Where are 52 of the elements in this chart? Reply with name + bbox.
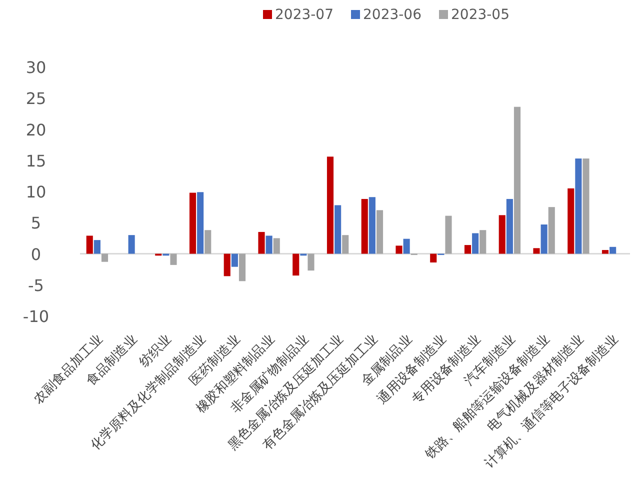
bar [170, 254, 177, 265]
bar [189, 192, 196, 254]
y-tick-label: 15 [26, 151, 46, 170]
bar [94, 240, 100, 254]
legend-label: 2023-05 [451, 7, 510, 23]
bar [498, 215, 506, 254]
bar [540, 224, 548, 254]
bar [342, 235, 349, 254]
bar [258, 232, 265, 254]
bar [273, 238, 280, 254]
bar [326, 156, 334, 254]
bar [86, 236, 93, 254]
legend-label: 2023-07 [275, 7, 334, 23]
bar [568, 188, 574, 254]
bar [292, 254, 300, 276]
bar [204, 230, 212, 254]
bar [308, 254, 314, 271]
y-tick-label: -5 [28, 276, 44, 295]
bar [101, 254, 108, 262]
bar [231, 254, 238, 267]
bar [224, 254, 230, 276]
bar [334, 205, 342, 254]
bar [472, 233, 479, 254]
bar [610, 246, 616, 254]
bar [361, 198, 368, 254]
bar [506, 198, 513, 254]
bar [582, 158, 590, 254]
bar [575, 158, 582, 254]
bar [602, 250, 609, 254]
y-tick-label: 30 [26, 58, 46, 77]
bar [403, 238, 410, 254]
bar [266, 236, 272, 254]
y-tick-label: -10 [22, 307, 50, 326]
bar [368, 197, 376, 254]
bar [238, 254, 246, 282]
bar [464, 245, 472, 254]
bar [396, 246, 402, 254]
bar [430, 254, 437, 262]
y-tick-label: 5 [30, 214, 42, 233]
y-tick-label: 25 [26, 89, 46, 108]
y-tick-label: 0 [30, 244, 42, 264]
bar [514, 106, 521, 254]
bar [548, 207, 555, 254]
y-tick-label: 20 [26, 120, 46, 140]
bar [480, 230, 486, 254]
bar [197, 192, 204, 254]
bar [445, 216, 452, 254]
bar [533, 248, 540, 254]
bar [376, 210, 384, 254]
bar [128, 235, 135, 254]
y-tick-label: 10 [26, 182, 46, 202]
legend-label: 2023-06 [363, 7, 422, 23]
